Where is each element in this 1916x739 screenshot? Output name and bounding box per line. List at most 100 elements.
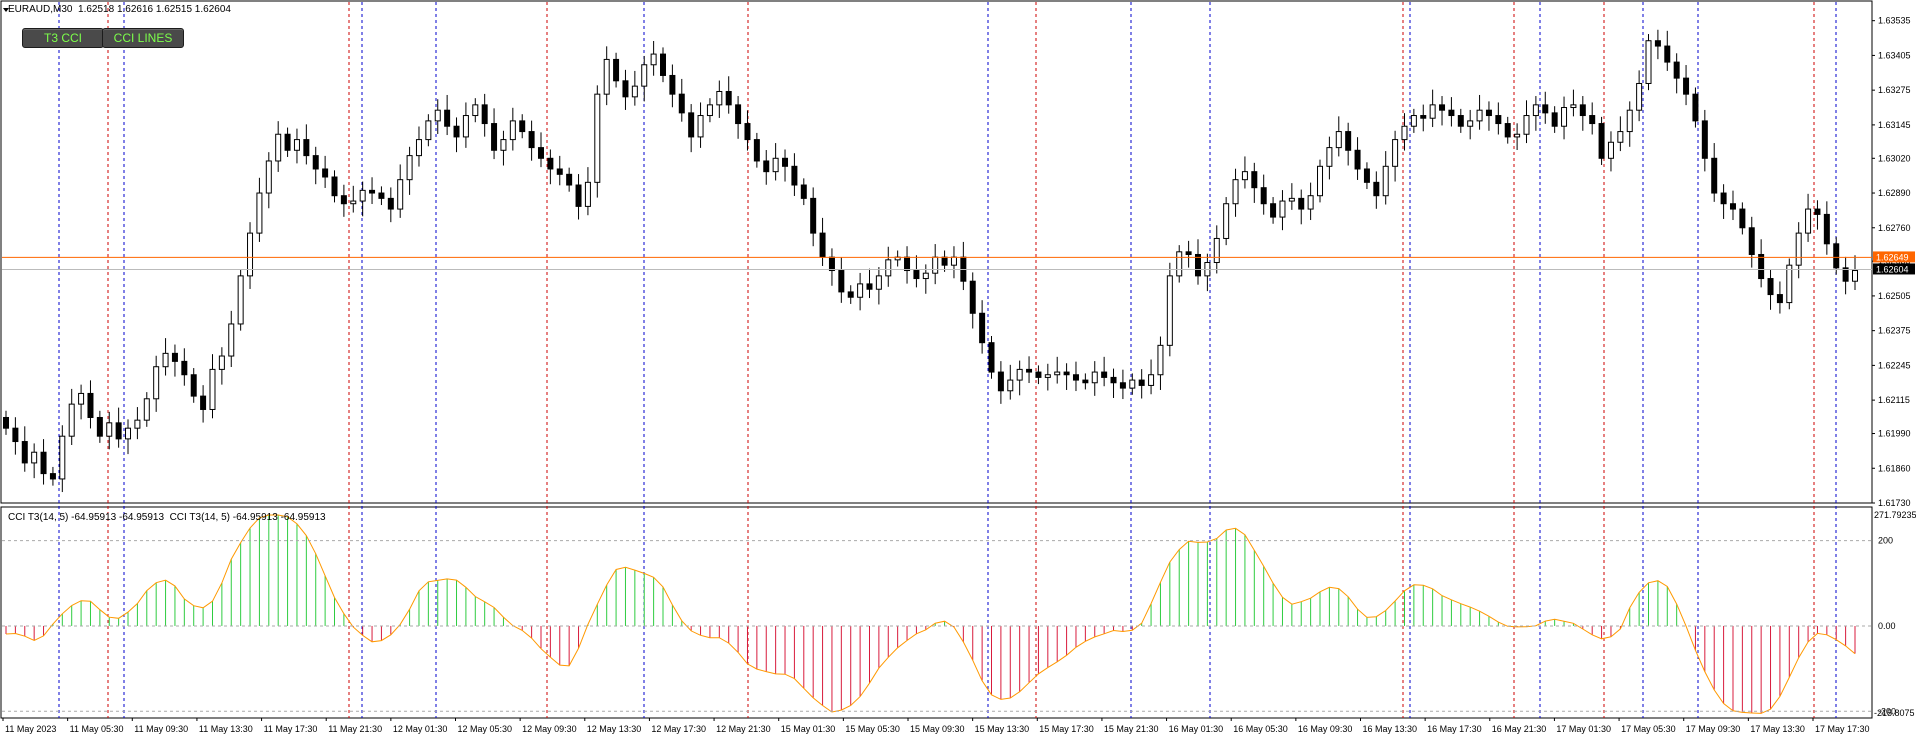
bull-candle [1795, 232, 1802, 266]
bull-candle [462, 115, 469, 138]
price-marker-high [1873, 251, 1915, 263]
cci-scale-top: 271.79235 [1874, 510, 1916, 520]
time-axis-label: 11 May 17:30 [264, 724, 318, 734]
bear-candle [1748, 227, 1755, 255]
bear-candle [819, 232, 826, 258]
bear-candle [312, 155, 319, 170]
bull-candle [256, 192, 263, 234]
bear-candle [1495, 115, 1502, 125]
price-scale-label: 1.63145 [1878, 120, 1911, 130]
bear-candle [904, 256, 911, 272]
bear-candle [322, 168, 329, 178]
bull-candle [350, 200, 357, 205]
bear-candle [87, 392, 94, 418]
chart-menu-triangle-icon[interactable] [3, 8, 9, 12]
bull-candle [275, 133, 282, 162]
bull-candle [1786, 264, 1793, 304]
bear-candle [190, 374, 197, 397]
time-axis-label: 11 May 21:30 [328, 724, 382, 734]
bear-candle [828, 256, 835, 272]
bear-candle [1842, 267, 1849, 282]
bear-candle [1598, 123, 1605, 159]
bull-candle [772, 157, 779, 173]
bear-candle [444, 109, 451, 127]
price-scale-label: 1.63405 [1878, 50, 1911, 60]
bear-candle [1542, 104, 1549, 114]
time-axis-label: 17 May 13:30 [1750, 724, 1805, 734]
bear-candle [115, 422, 122, 440]
bear-candle [1101, 371, 1108, 378]
bull-candle [153, 366, 160, 400]
bull-candle [1335, 131, 1342, 149]
bull-candle [434, 109, 441, 122]
bull-candle [425, 120, 432, 141]
time-axis-label: 11 May 05:30 [70, 724, 124, 734]
t3-cci-button[interactable]: T3 CCI [22, 28, 104, 48]
bear-candle [1767, 278, 1774, 296]
bear-candle [1373, 181, 1380, 197]
bull-candle [397, 179, 404, 210]
bear-candle [1363, 168, 1370, 183]
bull-candle [1636, 82, 1643, 111]
bull-candle [1307, 195, 1314, 210]
bear-candle [1110, 376, 1117, 384]
bull-candle [1429, 104, 1436, 119]
bull-candle [406, 155, 413, 181]
bull-candle [857, 283, 864, 298]
bear-candle [913, 270, 920, 280]
bull-candle [1288, 197, 1295, 202]
bear-candle [1720, 192, 1727, 205]
time-axis-label: 15 May 21:30 [1104, 724, 1159, 734]
price-marker-current [1873, 263, 1915, 275]
cci-scale-lower: -200 [1878, 706, 1896, 716]
bear-candle [1814, 208, 1821, 215]
bull-candle [1410, 115, 1417, 127]
bear-candle [556, 168, 563, 175]
cci-lines-button[interactable]: CCI LINES [102, 28, 184, 48]
bear-candle [1072, 374, 1079, 381]
price-scale-label: 1.62760 [1878, 223, 1911, 233]
bear-candle [519, 120, 526, 133]
bear-candle [678, 93, 685, 114]
time-axis-label: 17 May 01:30 [1556, 724, 1611, 734]
bear-candle [997, 371, 1004, 392]
bear-candle [1270, 203, 1277, 218]
bear-candle [1354, 149, 1361, 170]
bear-candle [969, 280, 976, 314]
bull-candle [1129, 379, 1136, 389]
bull-candle [631, 85, 638, 98]
bear-candle [1082, 379, 1089, 384]
time-axis-label: 15 May 09:30 [910, 724, 965, 734]
price-scale-label: 1.61860 [1878, 463, 1911, 473]
main-chart-header: EURAUD,M30 1.62518 1.62616 1.62515 1.626… [8, 4, 231, 15]
bull-candle [1044, 374, 1051, 378]
bull-candle [143, 398, 150, 421]
bull-candle [1626, 109, 1633, 133]
main-pane-border [0, 0, 1873, 504]
price-scale-label: 1.61730 [1878, 498, 1911, 508]
bear-candle [1119, 382, 1126, 389]
bull-candle [1241, 171, 1248, 181]
time-axis-label: 15 May 01:30 [781, 724, 836, 734]
bull-candle [509, 120, 516, 141]
bull-candle [1232, 179, 1239, 205]
time-axis-label: 16 May 05:30 [1233, 724, 1288, 734]
bear-candle [941, 256, 948, 266]
bear-candle [1589, 115, 1596, 125]
bear-candle [622, 80, 629, 98]
time-axis-label: 11 May 2023 [5, 724, 56, 734]
bear-candle [575, 184, 582, 207]
time-axis-label: 16 May 09:30 [1298, 724, 1353, 734]
bull-candle [1213, 237, 1220, 264]
bull-candle [209, 368, 216, 410]
bear-candle [988, 342, 995, 373]
bear-candle [537, 147, 544, 159]
bull-candle [603, 58, 610, 95]
time-axis-label: 12 May 21:30 [716, 724, 771, 734]
bull-candle [265, 160, 272, 194]
bear-candle [200, 395, 207, 410]
bull-candle [1016, 368, 1023, 381]
bull-candle [641, 64, 648, 87]
price-marker-high-label: 1.62649 [1876, 252, 1909, 262]
